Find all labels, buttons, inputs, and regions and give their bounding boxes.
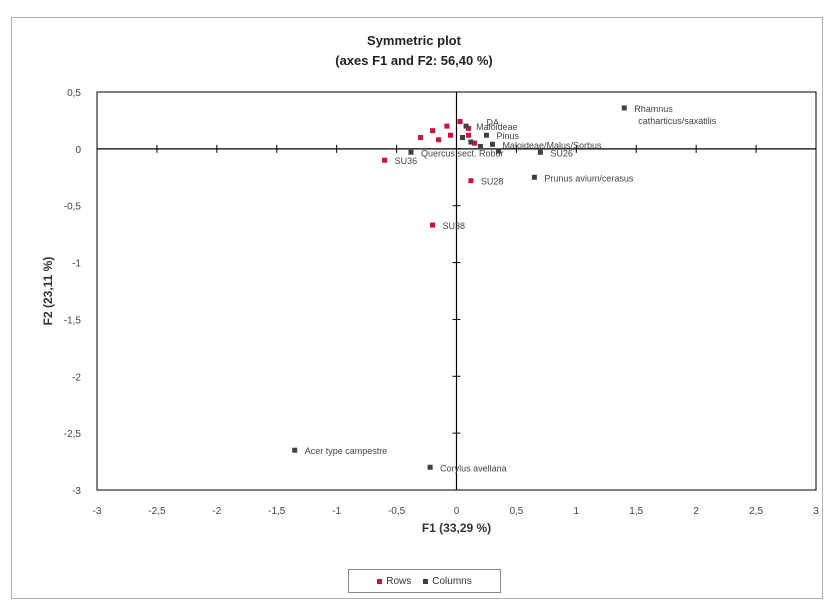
x-tick-label: 1,5 bbox=[629, 506, 643, 517]
chart-subtitle: (axes F1 and F2: 56,40 %) bbox=[335, 53, 493, 68]
column-point bbox=[531, 174, 537, 180]
row-point bbox=[468, 178, 474, 184]
legend-item-columns: Columns bbox=[423, 575, 472, 587]
row-point bbox=[418, 134, 424, 140]
point-label: Acer type campestre bbox=[305, 446, 388, 456]
y-tick-label: -1 bbox=[72, 259, 81, 270]
point-label: Rhamnus bbox=[634, 104, 673, 114]
x-tick-label: -1,5 bbox=[268, 506, 286, 517]
column-point bbox=[495, 148, 501, 154]
legend-rows-marker bbox=[377, 578, 383, 584]
chart-legend: Rows Columns bbox=[348, 569, 501, 593]
x-tick-label: 1 bbox=[574, 506, 580, 517]
y-tick-label: -1,5 bbox=[64, 315, 82, 326]
chart-title: Symmetric plot bbox=[367, 33, 461, 48]
x-tick-label: 3 bbox=[813, 506, 819, 517]
x-tick-label: 2,5 bbox=[749, 506, 763, 517]
point-label: DA bbox=[486, 118, 499, 128]
y-tick-label: 0 bbox=[75, 145, 81, 156]
row-point bbox=[436, 137, 442, 143]
point-label: Prunus avium/cerasus bbox=[544, 173, 634, 183]
point-label: SU26 bbox=[550, 148, 573, 158]
row-point bbox=[430, 222, 436, 228]
row-point bbox=[448, 132, 454, 138]
column-point bbox=[537, 149, 543, 155]
y-tick-label: -2 bbox=[72, 372, 81, 383]
row-point bbox=[430, 128, 436, 134]
point-label: Maloideae bbox=[476, 122, 518, 132]
point-label: SU36 bbox=[395, 156, 418, 166]
legend-item-rows: Rows bbox=[377, 576, 411, 587]
column-point bbox=[621, 105, 627, 111]
point-label: Quercus sect. Robur bbox=[421, 148, 504, 158]
y-tick-label: -2,5 bbox=[64, 429, 82, 440]
point-label: Pinus bbox=[496, 131, 519, 141]
point-label: SU28 bbox=[481, 177, 504, 187]
y-tick-label: -3 bbox=[72, 486, 81, 497]
point-label: Maloideae/Malus/Sorbus bbox=[502, 140, 602, 150]
x-tick-label: 0,5 bbox=[509, 506, 523, 517]
x-axis-label: F1 (33,29 %) bbox=[422, 521, 491, 535]
column-point bbox=[477, 144, 483, 150]
legend-columns-marker bbox=[423, 578, 429, 584]
column-point bbox=[427, 464, 433, 470]
row-point bbox=[457, 119, 463, 125]
column-point bbox=[459, 134, 465, 140]
row-point bbox=[382, 157, 388, 163]
row-point bbox=[444, 123, 450, 129]
legend-rows-label: Rows bbox=[386, 575, 412, 587]
x-tick-label: -3 bbox=[93, 506, 102, 517]
column-point bbox=[292, 447, 298, 453]
y-tick-label: 0,5 bbox=[67, 88, 81, 99]
column-point bbox=[468, 139, 474, 145]
point-label: SU38 bbox=[443, 221, 466, 231]
column-point bbox=[463, 123, 469, 129]
column-point bbox=[489, 141, 495, 147]
x-tick-label: -1 bbox=[332, 506, 341, 517]
point-label: Corylus avellana bbox=[440, 463, 507, 473]
column-point bbox=[408, 149, 414, 155]
x-tick-label: -2 bbox=[212, 506, 221, 517]
row-point bbox=[471, 140, 477, 146]
chart-frame bbox=[11, 17, 823, 599]
row-point bbox=[465, 132, 471, 138]
y-axis-label: F2 (23,11 %) bbox=[41, 257, 55, 326]
column-point bbox=[483, 132, 489, 138]
x-tick-label: 2 bbox=[693, 506, 699, 517]
x-tick-label: -0,5 bbox=[388, 506, 406, 517]
y-tick-label: -0,5 bbox=[64, 202, 82, 213]
point-label-continuation: catharticus/saxatilis bbox=[638, 116, 717, 126]
legend-columns-label: Columns bbox=[432, 575, 472, 587]
x-tick-label: 0 bbox=[454, 506, 460, 517]
x-tick-label: -2,5 bbox=[148, 506, 166, 517]
